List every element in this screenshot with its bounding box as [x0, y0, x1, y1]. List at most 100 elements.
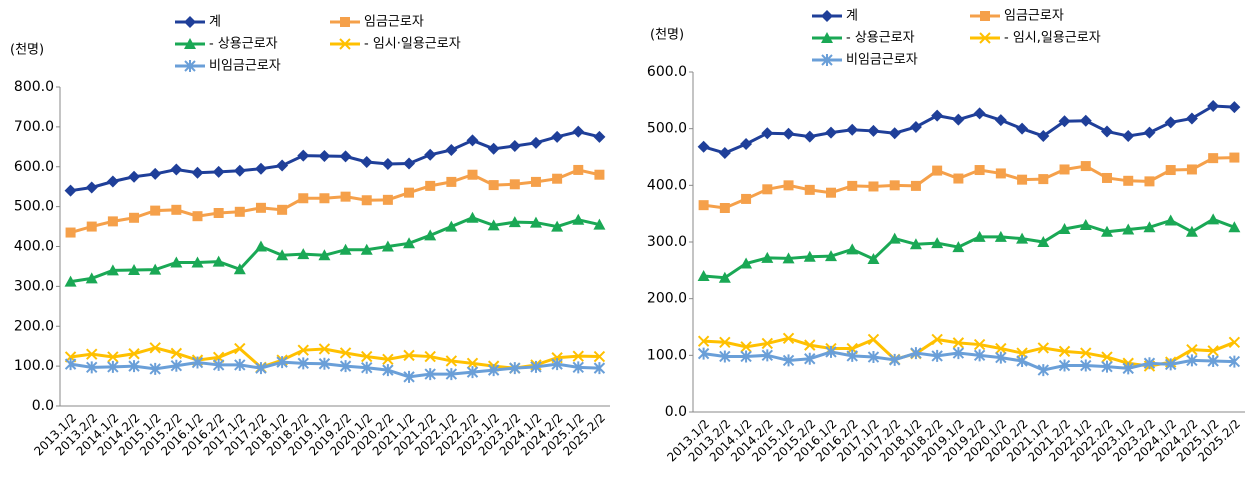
marker	[297, 248, 310, 260]
marker	[761, 251, 774, 263]
marker	[910, 180, 921, 191]
marker	[1122, 130, 1135, 143]
marker	[234, 206, 245, 217]
marker	[65, 227, 76, 238]
marker	[867, 333, 880, 346]
marker	[530, 360, 542, 373]
marker	[128, 348, 140, 360]
marker	[1080, 347, 1092, 359]
series-line	[703, 350, 1235, 372]
marker	[360, 155, 373, 168]
marker	[170, 256, 183, 268]
marker	[952, 337, 965, 349]
marker	[551, 130, 564, 143]
marker	[128, 360, 140, 373]
marker	[761, 337, 774, 350]
marker	[593, 218, 606, 230]
marker	[1038, 174, 1049, 185]
marker	[740, 341, 752, 353]
marker	[931, 109, 944, 122]
marker	[404, 187, 415, 198]
legend-marker	[184, 38, 196, 49]
marker	[1037, 236, 1050, 247]
marker	[888, 232, 901, 244]
marker	[1228, 355, 1241, 368]
marker	[234, 358, 246, 371]
marker	[276, 159, 289, 172]
marker	[445, 355, 458, 367]
marker	[888, 353, 901, 366]
y-tick-label: 400.0	[647, 177, 687, 193]
marker	[86, 361, 98, 374]
marker	[1122, 223, 1135, 235]
marker	[487, 142, 500, 155]
marker	[1228, 336, 1241, 349]
legend-label: - 상용근로자	[209, 37, 278, 52]
marker	[192, 211, 203, 222]
marker	[782, 332, 795, 345]
marker	[826, 187, 836, 198]
marker	[719, 336, 731, 349]
marker	[889, 180, 900, 191]
marker	[254, 240, 267, 252]
marker	[1102, 172, 1112, 183]
marker	[909, 120, 922, 133]
marker	[910, 347, 922, 360]
marker	[1058, 222, 1071, 234]
marker	[804, 339, 816, 351]
marker	[761, 127, 774, 140]
legend-marker	[980, 11, 990, 21]
marker	[1016, 122, 1029, 135]
series-line	[70, 360, 600, 379]
marker	[973, 230, 986, 242]
marker	[973, 338, 986, 351]
marker	[487, 364, 500, 377]
marker	[86, 348, 98, 360]
marker	[529, 216, 542, 228]
legend-label: - 임시·일용근로자	[364, 37, 461, 52]
marker	[340, 191, 351, 202]
marker	[1101, 125, 1113, 138]
marker	[297, 149, 310, 162]
marker	[1123, 175, 1134, 186]
marker	[297, 357, 309, 370]
marker	[1037, 130, 1050, 143]
marker	[782, 252, 795, 264]
y-tick-label: 0.0	[32, 398, 54, 414]
marker	[297, 344, 309, 356]
marker	[466, 366, 479, 379]
marker	[318, 357, 331, 370]
marker	[339, 150, 352, 163]
marker	[593, 130, 606, 143]
marker	[466, 134, 479, 147]
marker	[846, 349, 858, 362]
marker	[593, 362, 606, 375]
marker	[445, 144, 458, 157]
marker	[1185, 112, 1198, 125]
marker	[446, 176, 457, 187]
marker	[1207, 355, 1219, 367]
marker	[466, 211, 479, 223]
marker	[1101, 360, 1113, 373]
marker	[867, 124, 880, 137]
marker	[170, 347, 183, 360]
y-axis-label: (천명)	[650, 28, 684, 43]
marker	[508, 216, 521, 228]
marker	[740, 350, 752, 363]
legend-label: 계	[846, 9, 858, 24]
y-tick-label: 800.0	[14, 79, 54, 95]
marker	[1207, 213, 1220, 225]
marker	[973, 349, 986, 362]
marker	[804, 184, 815, 195]
marker	[403, 370, 415, 383]
marker	[782, 127, 795, 140]
marker	[403, 237, 416, 249]
marker	[973, 107, 986, 120]
marker	[1058, 115, 1071, 128]
marker	[697, 270, 710, 281]
marker	[106, 264, 119, 276]
marker	[445, 368, 458, 381]
marker	[149, 167, 162, 180]
marker	[255, 362, 267, 375]
y-tick-label: 500.0	[14, 199, 54, 215]
